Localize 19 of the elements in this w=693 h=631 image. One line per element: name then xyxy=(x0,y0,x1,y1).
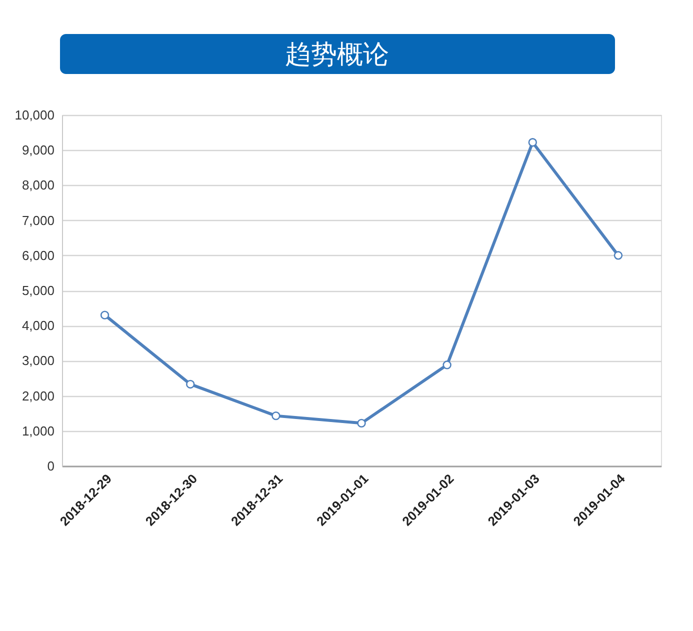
point xyxy=(614,251,623,260)
chart-title: 趋势概论 xyxy=(285,40,389,70)
y-tick-label: 10,000 xyxy=(14,108,54,122)
y-tick-label: 7,000 xyxy=(22,212,54,228)
point xyxy=(100,310,110,320)
y-tick-label: 4,000 xyxy=(22,318,54,334)
y-tick-label: 0 xyxy=(47,458,54,474)
y-tick-label: 5,000 xyxy=(22,283,54,298)
y-tick-label: 2,000 xyxy=(22,388,54,404)
point xyxy=(272,411,280,420)
point xyxy=(357,418,366,428)
y-tick-label: 3,000 xyxy=(22,353,54,368)
y-tick-label: 1,000 xyxy=(22,423,54,438)
y-tick-label: 6,000 xyxy=(22,248,54,263)
point xyxy=(186,380,195,389)
point xyxy=(442,360,452,370)
y-tick-label: 8,000 xyxy=(22,178,54,193)
point xyxy=(528,138,537,147)
y-tick-label: 9,000 xyxy=(22,142,54,158)
